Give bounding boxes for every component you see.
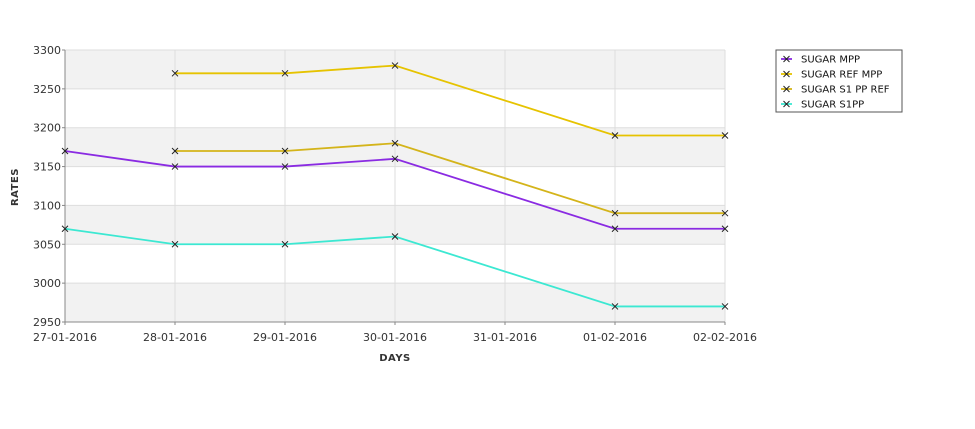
y-tick-label: 3050	[33, 238, 61, 251]
data-point	[281, 147, 289, 155]
x-tick-label: 29-01-2016	[253, 331, 317, 344]
marker-stroke	[61, 147, 69, 155]
data-point	[171, 69, 179, 77]
marker-stroke	[783, 55, 790, 63]
x-axis-title: DAYS	[379, 353, 411, 364]
tick-labels: 2950 3000 3050 3100 3150 3200 3250 3300 27-01-20…	[33, 44, 757, 344]
data-point	[391, 155, 399, 163]
x-tick-label: 31-01-2016	[473, 331, 537, 344]
marker-stroke	[171, 163, 179, 170]
marker-stroke	[721, 209, 729, 217]
series-3	[171, 139, 729, 217]
legend-label: SUGAR S1 PP REF	[801, 85, 890, 96]
data-point	[721, 132, 729, 139]
legend-marker	[783, 85, 790, 93]
x-tick-label: 28-01-2016	[143, 331, 207, 344]
marker-stroke	[611, 132, 619, 139]
marker-stroke	[171, 147, 179, 155]
legend-label: SUGAR MPP	[801, 55, 860, 66]
legend-label: SUGAR S1PP	[801, 100, 864, 111]
marker-stroke	[391, 155, 399, 163]
legend: SUGAR MPP SUGAR REF MPP SUGAR S1 PP REF SUG…	[775, 49, 903, 113]
data-point	[281, 163, 289, 170]
legend-marker	[783, 55, 790, 63]
series-layer	[61, 62, 729, 310]
y-tick-label: 2950	[33, 316, 61, 329]
data-point	[171, 163, 179, 170]
data-point	[61, 147, 69, 155]
data-point	[171, 240, 179, 248]
data-point	[611, 225, 619, 233]
marker-stroke	[281, 69, 289, 77]
series-line	[64, 227, 725, 308]
y-tick-label: 3150	[33, 161, 61, 174]
marker-stroke	[611, 303, 619, 310]
data-point	[281, 240, 289, 248]
x-tick-label: 01-02-2016	[583, 331, 647, 344]
marker-stroke	[783, 70, 790, 78]
legend-label: SUGAR REF MPP	[801, 70, 882, 81]
legend-item: SUGAR MPP	[781, 55, 860, 66]
data-point	[391, 139, 399, 147]
x-tick-label: 30-01-2016	[363, 331, 427, 344]
marker-stroke	[281, 240, 289, 248]
y-tick-label: 3250	[33, 83, 61, 96]
y-axis-title: RATES	[10, 168, 21, 206]
x-tick-label: 27-01-2016	[33, 331, 97, 344]
marker-stroke	[783, 85, 790, 93]
data-point	[281, 69, 289, 77]
data-point	[171, 147, 179, 155]
marker-stroke	[611, 209, 619, 217]
data-point	[611, 303, 619, 310]
marker-stroke	[171, 69, 179, 77]
marker-stroke	[281, 147, 289, 155]
y-tick-label: 3300	[33, 44, 61, 57]
data-point	[721, 225, 729, 233]
data-point	[391, 62, 399, 69]
marker-stroke	[611, 225, 619, 233]
y-tick-label: 3000	[33, 277, 61, 290]
x-tick-label: 02-02-2016	[693, 331, 757, 344]
series-1	[61, 147, 729, 233]
legend-marker	[783, 100, 790, 108]
data-point	[61, 225, 69, 233]
marker-stroke	[281, 163, 289, 170]
data-point	[391, 233, 399, 240]
data-point	[611, 209, 619, 217]
marker-stroke	[783, 100, 790, 108]
series-line	[64, 150, 725, 230]
data-point	[721, 209, 729, 217]
marker-stroke	[391, 62, 399, 69]
marker-stroke	[721, 225, 729, 233]
marker-stroke	[721, 303, 729, 310]
data-point	[721, 303, 729, 310]
marker-stroke	[721, 132, 729, 139]
marker-stroke	[391, 139, 399, 147]
legend-item: SUGAR S1 PP REF	[781, 85, 890, 96]
y-tick-label: 3100	[33, 199, 61, 212]
marker-stroke	[61, 225, 69, 233]
legend-item: SUGAR REF MPP	[781, 70, 882, 81]
y-tick-label: 3200	[33, 122, 61, 135]
series-4	[61, 225, 729, 310]
legend-box	[775, 49, 903, 113]
marker-stroke	[171, 240, 179, 248]
data-point	[611, 132, 619, 139]
legend-item: SUGAR S1PP	[781, 100, 864, 111]
legend-marker	[783, 70, 790, 78]
marker-stroke	[391, 233, 399, 240]
series-2	[171, 62, 729, 139]
